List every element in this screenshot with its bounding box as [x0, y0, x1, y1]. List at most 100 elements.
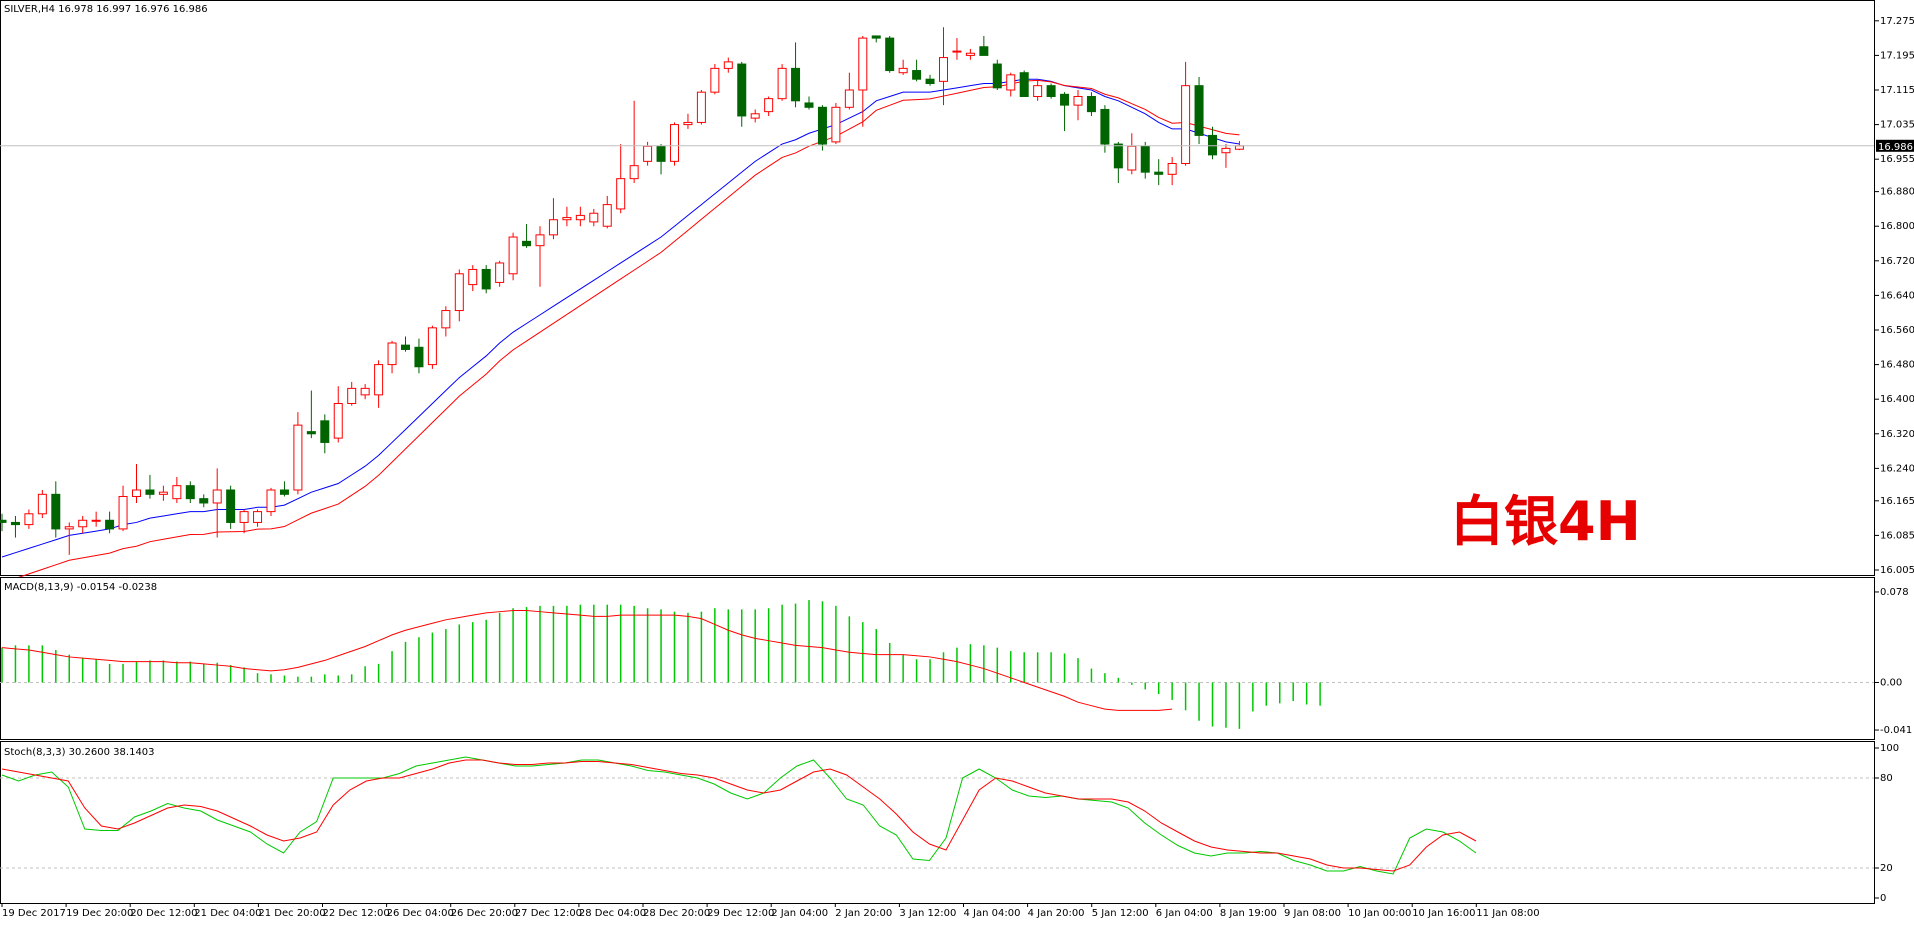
price-title: SILVER,H4 16.978 16.997 16.976 16.986 — [4, 4, 208, 15]
candle — [952, 38, 962, 60]
candle — [239, 509, 249, 534]
candle-body — [360, 387, 370, 396]
candle — [481, 265, 491, 294]
price-tick-label: 16.005 — [1880, 565, 1914, 576]
time-tick-label: 9 Jan 08:00 — [1284, 908, 1341, 919]
candle — [710, 64, 720, 95]
candle — [1019, 70, 1029, 97]
price-tick-label: 17.115 — [1880, 85, 1914, 96]
stoch-tick-label: 100 — [1880, 743, 1899, 754]
macd-title: MACD(8,13,9) -0.0154 -0.0238 — [4, 582, 157, 593]
candle-body — [670, 124, 679, 162]
candle — [1154, 159, 1164, 186]
candle — [374, 360, 384, 408]
candle-body — [1194, 85, 1204, 136]
candle — [0, 513, 7, 532]
candle — [441, 306, 451, 337]
time-tick-label: 28 Dec 04:00 — [579, 908, 646, 919]
candle-body — [858, 37, 868, 91]
candle-body — [132, 489, 141, 497]
candle-body — [1019, 72, 1029, 97]
time-tick-label: 26 Dec 20:00 — [451, 908, 518, 919]
candle-body — [145, 489, 155, 495]
stoch-main-line — [1, 756, 1477, 875]
candle — [37, 490, 47, 519]
candle-body — [696, 91, 706, 123]
candle — [172, 477, 182, 503]
candle — [589, 208, 599, 227]
candle-body — [374, 364, 384, 396]
time-tick-label: 11 Jan 08:00 — [1476, 908, 1539, 919]
time-tick-label: 20 Dec 12:00 — [130, 908, 197, 919]
candle-body — [226, 489, 236, 523]
candle — [226, 485, 236, 529]
time-tick-label: 29 Dec 12:00 — [707, 908, 774, 919]
candle — [602, 195, 612, 229]
price-tick-label: 16.560 — [1880, 325, 1914, 336]
candle-body — [1046, 85, 1056, 97]
candle-body — [91, 519, 101, 522]
time-tick-label: 27 Dec 12:00 — [515, 908, 582, 919]
candle — [387, 340, 397, 374]
time-tick-label: 10 Jan 00:00 — [1348, 908, 1411, 919]
candle — [333, 386, 343, 443]
macd-histogram — [1, 600, 1321, 729]
candle-body — [925, 78, 935, 85]
candle-body — [481, 268, 491, 290]
time-tick-label: 6 Jan 04:00 — [1156, 908, 1213, 919]
candle — [535, 226, 545, 287]
candle-body — [616, 178, 626, 210]
candle-body — [239, 511, 249, 523]
candle-body — [1006, 74, 1016, 91]
candle — [737, 61, 747, 127]
stoch-tick-label: 80 — [1880, 773, 1893, 784]
candle — [1073, 90, 1083, 121]
candle-body — [1181, 85, 1191, 165]
candle-body — [1033, 85, 1043, 97]
candle — [575, 206, 585, 227]
candle — [844, 72, 854, 110]
candle-body — [1234, 145, 1244, 150]
candle — [1033, 79, 1043, 101]
candle — [696, 90, 706, 125]
candle-body — [723, 61, 733, 69]
candle — [992, 59, 1002, 90]
time-tick-label: 28 Dec 20:00 — [643, 908, 710, 919]
candle-body — [939, 57, 948, 82]
candle-body — [0, 519, 7, 523]
candle — [320, 414, 330, 454]
time-tick-label: 3 Jan 12:00 — [899, 908, 956, 919]
candle — [401, 336, 410, 352]
candle-body — [871, 35, 881, 39]
candle-body — [817, 106, 827, 145]
candles — [0, 27, 1244, 555]
candle-body — [199, 498, 209, 504]
price-tick-label: 16.955 — [1880, 154, 1914, 165]
candle — [858, 35, 868, 127]
candle-body — [185, 485, 195, 500]
candle — [831, 102, 841, 145]
candle — [91, 511, 101, 527]
candle — [51, 481, 61, 538]
candle-body — [414, 346, 424, 368]
candle — [1194, 77, 1204, 145]
candle — [871, 35, 881, 43]
candle — [212, 468, 222, 538]
price-panel: SILVER,H4 16.978 16.997 16.976 16.986 17… — [0, 0, 1914, 584]
candle-body — [777, 67, 787, 100]
price-tick-label: 16.085 — [1880, 530, 1914, 541]
candle — [145, 474, 155, 499]
moving-averages — [1, 78, 1240, 584]
macd-tick-label: -0.041 — [1880, 725, 1912, 736]
candle-body — [1140, 145, 1150, 173]
candle — [1167, 157, 1177, 186]
candle-body — [683, 121, 693, 126]
candle — [1208, 126, 1217, 160]
candle — [64, 522, 74, 555]
price-tick-label: 16.165 — [1880, 496, 1914, 507]
candle — [1221, 144, 1231, 168]
candle-body — [105, 519, 115, 530]
time-tick-label: 10 Jan 16:00 — [1412, 908, 1475, 919]
